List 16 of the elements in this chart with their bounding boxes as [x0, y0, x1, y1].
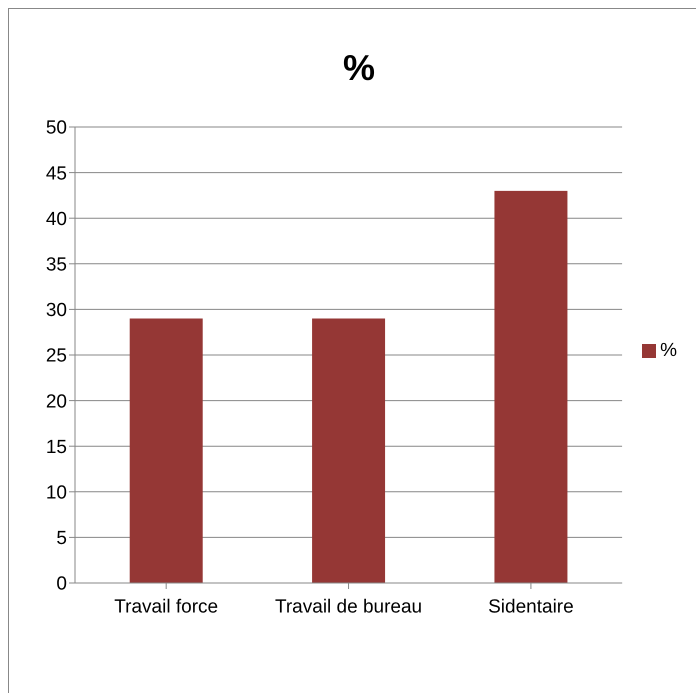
y-tick-label: 45 — [46, 163, 67, 184]
y-tick-label: 0 — [56, 574, 67, 595]
chart-title: % — [342, 47, 376, 89]
legend-label: % — [660, 340, 677, 361]
y-tick-label: 35 — [46, 254, 67, 276]
y-tick-label: 20 — [46, 391, 67, 412]
x-tick-label: Travail force — [114, 596, 218, 618]
y-tick-label: 25 — [46, 346, 67, 367]
y-tick-label: 10 — [46, 482, 67, 504]
y-tick-label: 40 — [46, 208, 67, 230]
y-tick-label: 15 — [46, 436, 67, 458]
y-tick-label: 50 — [46, 118, 67, 139]
x-tick-label: Sidentaire — [488, 596, 574, 618]
y-tick-label: 5 — [56, 528, 67, 550]
y-tick-label: 30 — [46, 300, 67, 322]
x-tick-label: Travail de bureau — [274, 596, 422, 618]
